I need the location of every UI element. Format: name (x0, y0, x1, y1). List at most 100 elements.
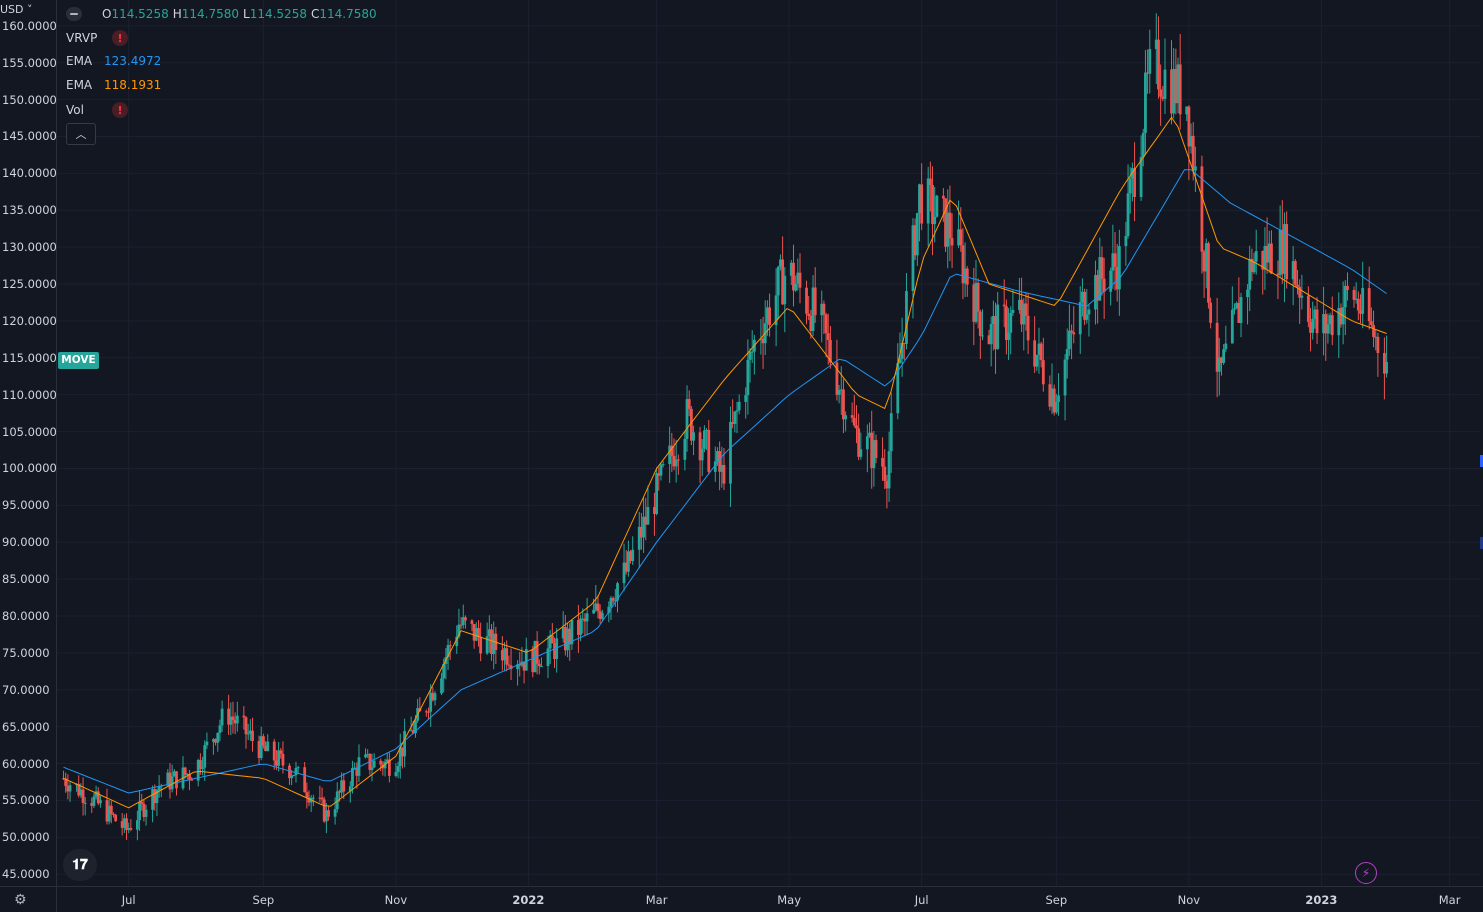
candle-body (427, 711, 430, 713)
candle-body (1202, 251, 1206, 272)
candle-body (1306, 295, 1310, 322)
indicator-vrvp[interactable]: VRVP ! (66, 30, 128, 46)
candle-body (1065, 349, 1069, 360)
candle-body (1298, 286, 1302, 298)
candle-body (626, 551, 630, 572)
candle-body (776, 266, 780, 296)
candle-body (235, 715, 239, 724)
x-tick-label: Nov (384, 893, 408, 907)
candle-body (1100, 257, 1104, 279)
candle-body (166, 772, 170, 786)
warning-icon[interactable]: ! (112, 30, 128, 46)
candle-body (303, 767, 307, 793)
candle-body (333, 809, 337, 817)
candle-series (62, 13, 1388, 841)
candle-body (1352, 290, 1356, 300)
candle-body (1372, 324, 1375, 337)
candle-body (844, 415, 848, 420)
candle-body (257, 741, 261, 759)
candle-body (659, 464, 663, 476)
candle-body (151, 789, 154, 810)
warning-icon[interactable]: ! (112, 102, 128, 118)
candle-body (340, 780, 343, 793)
candle-body (172, 771, 176, 777)
candle-body (789, 262, 793, 276)
candle-body (1359, 310, 1362, 314)
candle-body (429, 692, 433, 712)
candle-body (1322, 314, 1325, 334)
candle-body (1115, 266, 1119, 290)
candle-body (92, 796, 96, 806)
candle-body (674, 459, 678, 467)
x-tick-label: Jul (121, 893, 136, 907)
candle-body (401, 747, 404, 757)
candle-body (153, 789, 157, 804)
scroll-marker[interactable] (1480, 455, 1483, 467)
candle-body (290, 775, 294, 779)
candle-body (644, 516, 648, 525)
candle-body (1176, 64, 1180, 104)
candle-body (355, 767, 359, 776)
close-label: C (310, 7, 320, 21)
lightning-icon[interactable]: ⚡ (1355, 862, 1377, 884)
indicator-vol[interactable]: Vol ! (66, 102, 128, 118)
candle-body (1141, 132, 1145, 158)
candle-body (424, 711, 428, 713)
candle-body (941, 195, 945, 199)
candle-body (120, 821, 124, 828)
indicator-ema-short[interactable]: EMA 118.1931 (66, 78, 161, 92)
tradingview-logo[interactable]: 𝟏𝟕 (63, 849, 97, 881)
scroll-marker[interactable] (1480, 537, 1483, 549)
candle-body (824, 314, 828, 334)
candle-body (611, 597, 615, 601)
candle-body (933, 216, 937, 225)
candle-body (733, 411, 737, 424)
gear-icon[interactable]: ⚙ (14, 892, 27, 908)
candle-body (629, 551, 632, 561)
candle-body (865, 436, 869, 450)
candle-body (946, 212, 950, 247)
candle-body (94, 791, 98, 797)
collapse-indicators-button[interactable]: ︿ (66, 123, 96, 145)
indicator-ema-long[interactable]: EMA 123.4972 (66, 54, 161, 68)
candle-body (81, 789, 85, 803)
candle-body (1096, 275, 1100, 301)
candle-body (175, 771, 178, 789)
candle-body (185, 773, 189, 775)
candle-body (902, 343, 906, 345)
candle-body (835, 362, 839, 395)
candle-body (448, 645, 452, 647)
candle-body (1309, 321, 1312, 333)
candle-body (459, 624, 463, 626)
y-tick-label: 120.0000 (2, 313, 57, 328)
candle-body (279, 750, 283, 754)
candle-body (370, 767, 374, 770)
candle-body (411, 730, 415, 734)
candle-body (911, 225, 915, 292)
candle-body (744, 395, 748, 402)
candle-body (338, 791, 341, 793)
candle-body (889, 413, 893, 452)
indicator-value: 123.4972 (104, 54, 162, 68)
candle-body (1081, 291, 1084, 302)
currency-selector[interactable]: USD ˅ (0, 3, 33, 16)
legend-toggle-button[interactable] (66, 7, 82, 21)
candle-body (233, 719, 237, 724)
candle-body (566, 628, 569, 651)
candle-body (1217, 357, 1221, 372)
candle-body (1376, 336, 1380, 354)
candle-body (813, 287, 817, 316)
candle-body (1037, 343, 1041, 355)
candle-body (275, 760, 278, 766)
candle-body (320, 797, 324, 800)
symbol-label: MOVE (61, 354, 96, 367)
high-label: H (172, 7, 182, 21)
candle-body (1248, 258, 1252, 290)
candle-body (859, 449, 863, 457)
candle-body (1311, 318, 1315, 333)
candle-body (1207, 243, 1210, 303)
candle-body (720, 465, 724, 472)
candle-body (1144, 72, 1147, 133)
indicator-name: VRVP (66, 31, 98, 45)
